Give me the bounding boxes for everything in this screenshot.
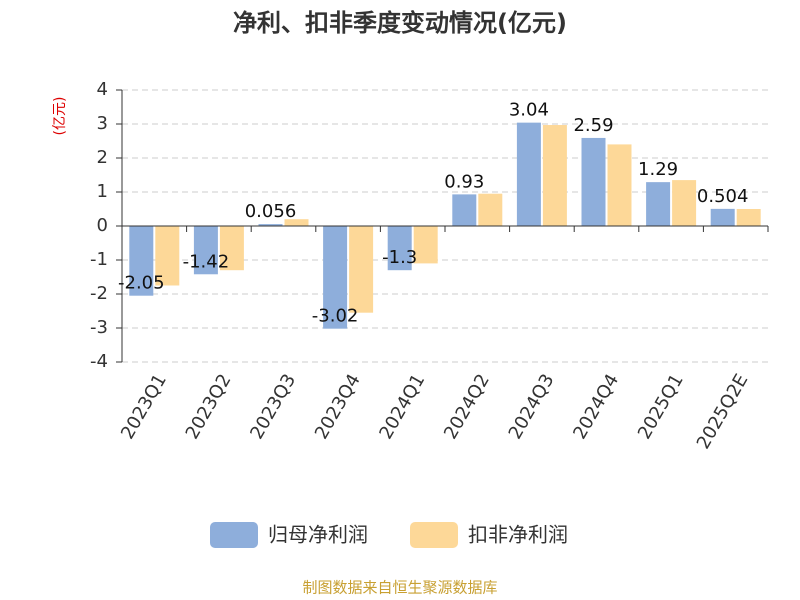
x-tick-label: 2023Q1 (117, 371, 171, 443)
y-tick-label: 0 (97, 215, 108, 236)
bar (323, 226, 348, 329)
y-axis-label: (亿元) (52, 97, 68, 136)
x-tick-label: 2025Q1 (634, 371, 688, 443)
data-label: -1.3 (382, 247, 417, 268)
legend-label: 扣非净利润 (468, 523, 568, 547)
bar (155, 226, 180, 286)
chart-title: 净利、扣非季度变动情况(亿元) (233, 9, 567, 37)
bar (219, 226, 244, 271)
bar (129, 226, 154, 296)
legend-label: 归母净利润 (268, 523, 368, 547)
bar (478, 193, 503, 226)
bar (193, 226, 218, 275)
bar (736, 209, 761, 226)
bar (542, 125, 567, 226)
y-tick-label: 4 (97, 79, 108, 100)
bar (413, 226, 438, 264)
source-note: 制图数据来自恒生聚源数据库 (302, 579, 497, 597)
y-tick-label: -2 (90, 283, 108, 304)
y-tick-label: 3 (97, 113, 108, 134)
bar (452, 194, 477, 226)
data-label: -2.05 (118, 273, 165, 294)
bar (581, 137, 606, 226)
bar (349, 226, 374, 313)
y-tick-label: -1 (90, 249, 108, 270)
bar (284, 219, 309, 226)
y-tick-label: -3 (90, 317, 108, 338)
bar (258, 224, 283, 226)
x-tick-label: 2023Q4 (311, 371, 365, 443)
data-label: -1.42 (183, 251, 230, 272)
x-tick-label: 2024Q3 (505, 371, 559, 443)
x-tick-label: 2025Q2E (693, 371, 753, 453)
legend-swatch (410, 522, 458, 548)
bar (646, 182, 671, 226)
bar (516, 122, 541, 226)
data-label: 0.504 (697, 186, 749, 207)
x-tick-label: 2024Q1 (375, 371, 429, 443)
legend-swatch (210, 522, 258, 548)
data-label: 0.056 (245, 201, 297, 222)
bar (672, 180, 697, 226)
y-tick-label: 1 (97, 181, 108, 202)
bar (607, 144, 632, 226)
bar (710, 208, 735, 226)
y-tick-label: 2 (97, 147, 108, 168)
data-label: 1.29 (638, 159, 678, 180)
data-label: 0.93 (444, 171, 484, 192)
x-tick-label: 2023Q3 (246, 371, 300, 443)
data-label: 2.59 (573, 115, 613, 136)
data-label: 3.04 (509, 100, 549, 121)
bar (387, 226, 412, 271)
x-tick-label: 2023Q2 (182, 371, 236, 443)
x-tick-label: 2024Q4 (569, 371, 623, 443)
y-tick-label: -4 (90, 351, 108, 372)
x-tick-label: 2024Q2 (440, 371, 494, 443)
data-label: -3.02 (312, 306, 359, 327)
